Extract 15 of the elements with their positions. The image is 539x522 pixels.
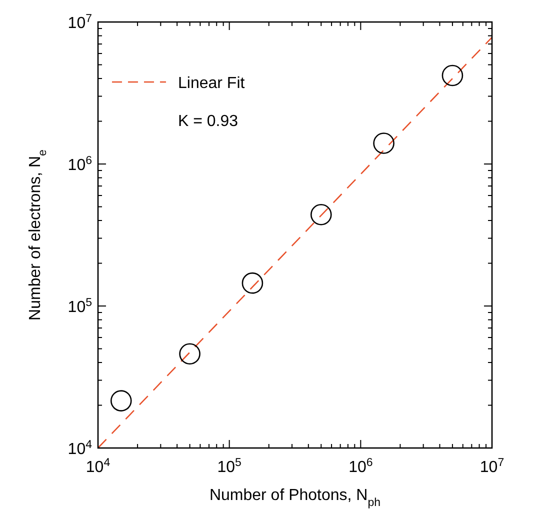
x-tick-label: 10$^{4}$ xyxy=(86,457,111,476)
point xyxy=(242,272,264,294)
y-tick-label: 10$^{6}$ xyxy=(68,155,92,174)
x-axis-title: Number of Photons, N$_{ph}$ xyxy=(209,487,381,509)
y-tick-label: 10$^{5}$ xyxy=(68,297,92,316)
x-tick-label: 10$^{7}$ xyxy=(480,457,504,476)
point xyxy=(442,64,464,86)
point xyxy=(310,204,332,226)
y-tick-label: 10$^{4}$ xyxy=(68,439,93,458)
legend-label: Linear Fit xyxy=(178,75,246,92)
y-tick-label: 10$^{7}$ xyxy=(68,13,92,32)
point xyxy=(110,390,132,412)
x-tick-label: 10$^{6}$ xyxy=(348,457,373,476)
x-tick-label: 10$^{5}$ xyxy=(217,457,242,476)
annotation: K = 0.93 xyxy=(178,113,238,130)
